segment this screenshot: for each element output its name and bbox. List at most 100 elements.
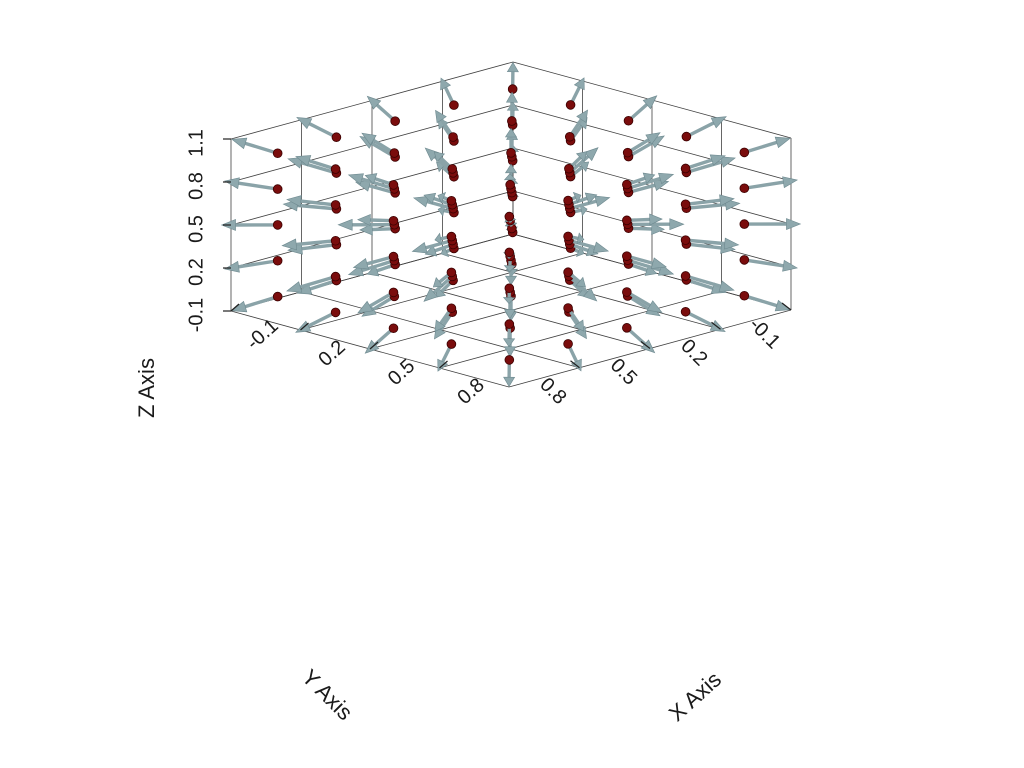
data-point	[622, 179, 632, 190]
vector-arrow	[352, 251, 399, 270]
data-point	[330, 235, 341, 246]
data-point	[623, 115, 634, 126]
arrow-head	[223, 177, 240, 190]
vector-arrow	[563, 231, 585, 245]
arrow-head	[576, 232, 585, 245]
arrow-head	[286, 281, 303, 293]
y-tick-label: 0.2	[676, 335, 711, 370]
data-point	[330, 307, 341, 318]
arrow-head	[576, 109, 588, 124]
arrow-head	[584, 192, 598, 205]
vector-arrow	[503, 319, 516, 348]
data-point	[272, 148, 283, 159]
arrow-head	[223, 260, 240, 273]
arrow-head	[502, 297, 516, 305]
arrow-head	[651, 223, 665, 235]
vector-arrow	[681, 116, 727, 142]
data-point	[389, 148, 400, 158]
vector-arrow	[623, 95, 658, 126]
arrow-head	[503, 265, 517, 273]
arrow-head	[287, 157, 304, 169]
data-point	[680, 235, 691, 245]
vector-arrow	[502, 283, 516, 305]
z-tick-label: 0.2	[185, 258, 207, 286]
vector-arrow	[565, 77, 585, 110]
tick-labels: -0.1 0.2 0.5 0.8 -0.1 0.2 0.5 0.8 -0.1 0.2 0.5 0.8 1…	[185, 129, 792, 409]
arrow-shaft	[243, 294, 280, 309]
data-point	[272, 184, 283, 194]
arrow-shaft	[300, 243, 339, 251]
arrow-shaft	[298, 274, 338, 289]
arrow-shaft	[360, 177, 397, 191]
arrow-head	[719, 194, 735, 207]
data-point	[565, 100, 576, 110]
vector-arrow	[286, 271, 341, 293]
arrow-head	[718, 280, 735, 292]
z-tick-label: 0.5	[185, 215, 207, 243]
arrow-head	[357, 214, 371, 226]
arrow-head	[642, 95, 658, 110]
arrow-head	[583, 147, 599, 162]
x-tick-label: 0.5	[384, 355, 419, 390]
arrow-head	[592, 241, 610, 254]
vector-arrow	[622, 287, 663, 313]
data-point	[449, 100, 459, 110]
data-point	[739, 290, 750, 301]
arrow-shaft	[742, 180, 786, 190]
arrow-shaft	[295, 203, 339, 211]
arrow-shaft	[307, 121, 339, 139]
data-point	[563, 195, 573, 206]
data-point	[504, 211, 515, 222]
data-point	[739, 219, 750, 229]
data-point	[388, 180, 399, 190]
arrow-head	[424, 147, 440, 162]
data-point	[330, 271, 341, 282]
x-tick-label: -0.1	[242, 315, 282, 354]
y-tick-mark	[711, 321, 721, 330]
axis-titles: X Axis Y Axis Z Axis	[134, 358, 726, 726]
arrow-shaft	[684, 121, 716, 139]
z-tick-label: 1.1	[185, 129, 207, 157]
data-point	[272, 220, 283, 230]
arrow-head	[505, 91, 518, 103]
arrow-head	[649, 213, 663, 226]
vector-arrow	[231, 291, 283, 313]
arrow-shaft	[306, 310, 338, 328]
vector-arrow	[223, 177, 283, 194]
vector-arrow	[623, 223, 665, 235]
arrow-head	[296, 117, 313, 130]
arrow-head	[786, 218, 802, 230]
vector-arrow	[503, 173, 517, 190]
vector-arrow	[440, 77, 459, 110]
z-tick-label: 0.8	[185, 172, 207, 200]
arrow-head	[575, 276, 586, 288]
data-point	[330, 200, 341, 210]
arrow-head	[411, 241, 428, 254]
x-tick-mark	[369, 341, 379, 350]
arrow-head	[435, 109, 447, 124]
arrow-shaft	[742, 140, 779, 155]
arrow-shaft	[742, 258, 786, 268]
data-point	[506, 148, 516, 158]
arrow-head	[295, 155, 312, 167]
data-point	[622, 251, 632, 261]
arrow-head	[440, 245, 450, 258]
arrow-head	[710, 116, 727, 129]
arrow-head	[572, 191, 582, 204]
arrow-shaft	[294, 239, 338, 247]
data-point	[680, 306, 691, 317]
data-point	[448, 132, 458, 142]
data-point	[563, 339, 573, 349]
z-axis-title: Z Axis	[134, 358, 159, 418]
data-point	[622, 287, 632, 297]
data-point	[504, 247, 515, 258]
data-point	[739, 183, 750, 194]
data-point	[330, 164, 341, 174]
arrow-head	[352, 257, 369, 270]
vector-arrow	[231, 137, 283, 159]
data-point	[563, 267, 573, 278]
vector-arrow	[680, 194, 735, 210]
data-point	[504, 355, 515, 365]
arrow-head	[424, 244, 438, 257]
y-tick-mark	[640, 341, 651, 349]
